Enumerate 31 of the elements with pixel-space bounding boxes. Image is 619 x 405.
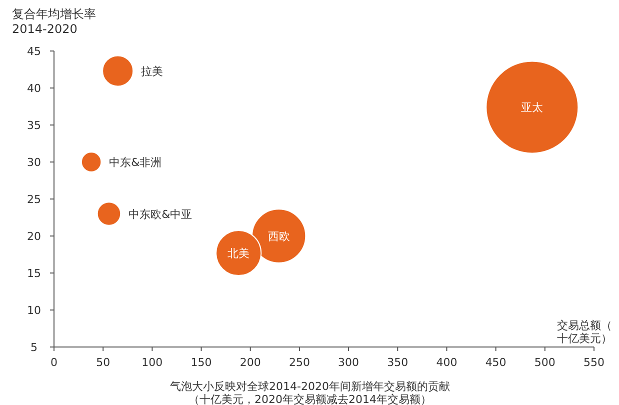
y-tick-label: 5 — [30, 341, 38, 354]
y-tick-label: 20 — [27, 230, 41, 243]
text: 气泡大小反映对全球2014-2020年间新增年交易额的贡献 — [170, 380, 450, 393]
text: （十亿美元，2020年交易额减去2014年交易额） — [188, 393, 432, 405]
y-tick-label: 15 — [27, 267, 41, 280]
x-tick-label: 250 — [288, 356, 310, 369]
x-tick-label: 300 — [338, 356, 360, 369]
x-tick-label: 450 — [485, 356, 506, 369]
x-tick-label: 550 — [584, 356, 604, 369]
x-tick-label: 350 — [387, 356, 408, 369]
x-tick-label: 400 — [436, 356, 458, 369]
series-label: 拉美 — [141, 64, 164, 78]
y-tick-label: 30 — [27, 156, 41, 169]
x-tick-label: 50 — [96, 356, 110, 369]
x-tick-label: 150 — [190, 356, 212, 369]
x-tick-label: 500 — [534, 356, 556, 369]
y-tick-label: 25 — [27, 193, 41, 206]
y-tick-label: 35 — [27, 119, 41, 132]
series-label: 亚太 — [521, 101, 544, 114]
y-tick-label: 45 — [27, 45, 41, 58]
series-label: 西欧 — [268, 230, 290, 243]
x-tick-label: 200 — [240, 356, 261, 369]
y-axis-title: 复合年均增长率 2014-2020 — [12, 7, 96, 36]
x-tick-label: 100 — [142, 356, 163, 369]
series-label: 中东&非洲 — [109, 156, 162, 169]
series-label: 中东欧&中亚 — [128, 208, 192, 221]
series-label: 北美 — [228, 247, 250, 260]
y-tick-label: 10 — [27, 304, 41, 317]
x-axis-title: 交易总额（十亿美元） — [557, 319, 612, 345]
x-tick-label: 0 — [50, 356, 58, 369]
y-tick-label: 40 — [27, 82, 41, 95]
